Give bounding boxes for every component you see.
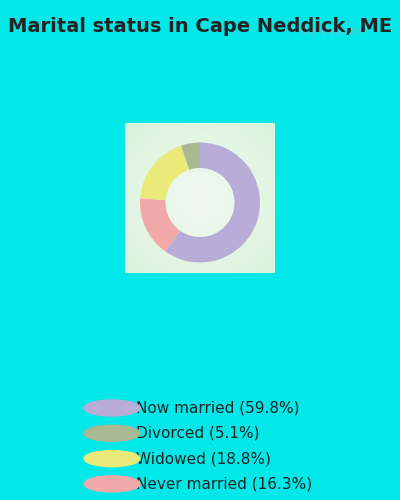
Circle shape (84, 400, 140, 416)
Text: Divorced (5.1%): Divorced (5.1%) (136, 426, 260, 441)
Text: Widowed (18.8%): Widowed (18.8%) (136, 451, 271, 466)
Wedge shape (165, 142, 260, 262)
Circle shape (84, 450, 140, 466)
Text: City-Data.com: City-Data.com (299, 26, 369, 36)
Wedge shape (140, 198, 180, 252)
Circle shape (84, 476, 140, 492)
Wedge shape (140, 146, 189, 200)
Circle shape (84, 425, 140, 442)
Text: Now married (59.8%): Now married (59.8%) (136, 400, 300, 415)
Text: Marital status in Cape Neddick, ME: Marital status in Cape Neddick, ME (8, 18, 392, 36)
Wedge shape (181, 142, 200, 170)
Text: Never married (16.3%): Never married (16.3%) (136, 476, 312, 492)
